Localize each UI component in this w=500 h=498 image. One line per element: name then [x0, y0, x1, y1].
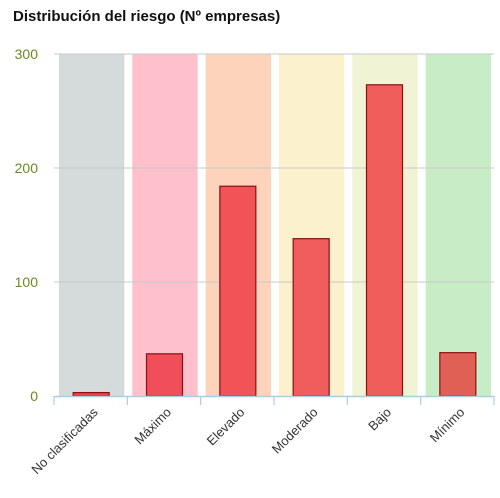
x-axis	[53, 395, 495, 405]
bar	[365, 84, 404, 397]
y-tick-label: 200	[15, 160, 39, 176]
bar	[439, 352, 477, 397]
x-tick-label: Máximo	[131, 405, 174, 448]
chart-title: Distribución del riesgo (Nº empresas)	[13, 8, 281, 25]
x-tick-label: Mínimo	[427, 405, 468, 446]
x-tick-label: Moderado	[269, 405, 321, 457]
y-axis-ticks: 0 100 200 300	[15, 46, 39, 404]
x-axis-ticks: No clasificadas Máximo Elevado Moderado Bajo…	[28, 404, 467, 477]
y-tick-label: 100	[15, 274, 39, 290]
category-bands	[59, 54, 491, 396]
y-tick-label: 0	[30, 388, 38, 404]
x-tick-label: No clasificadas	[28, 404, 101, 477]
x-tick-label: Elevado	[204, 405, 248, 449]
grid-lines	[54, 53, 494, 283]
bar	[72, 391, 110, 397]
category-band	[59, 54, 125, 396]
category-band	[132, 54, 198, 396]
category-band	[425, 54, 491, 396]
x-tick-label: Bajo	[365, 405, 394, 434]
bar	[219, 185, 257, 397]
bar	[292, 238, 330, 397]
bar	[145, 353, 184, 397]
bar-series	[72, 84, 477, 397]
y-tick-label: 300	[15, 46, 39, 62]
